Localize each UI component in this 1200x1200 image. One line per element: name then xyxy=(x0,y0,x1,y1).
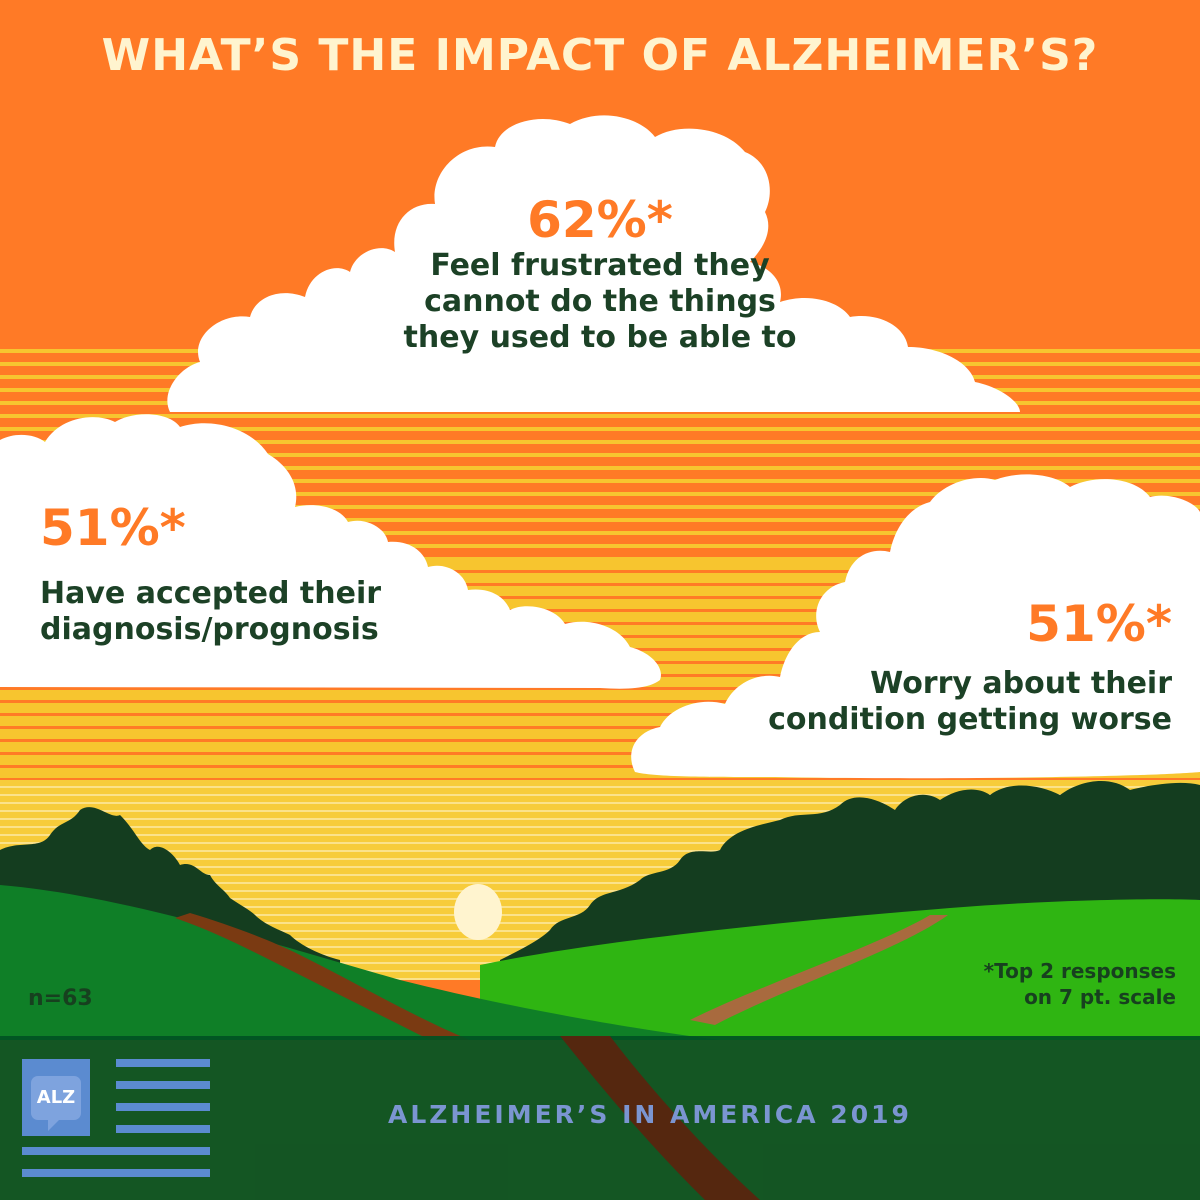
flag-stripe xyxy=(116,1081,210,1089)
alz-logo: ALZ xyxy=(22,1059,210,1179)
footer-title: ALZHEIMER’S IN AMERICA 2019 xyxy=(388,1100,912,1129)
stat-description-line: Feel frustrated they xyxy=(430,248,770,283)
path-left xyxy=(175,913,470,1040)
flag-stripe xyxy=(22,1147,210,1155)
path-right xyxy=(690,915,948,1025)
flag-stripe xyxy=(116,1103,210,1111)
flag-stripe xyxy=(116,1059,210,1067)
cloud-top xyxy=(160,112,1030,422)
speech-bubble-tail xyxy=(48,1119,60,1131)
cloud-left xyxy=(0,412,670,697)
page-title: WHAT’S THE IMPACT OF ALZHEIMER’S? xyxy=(101,30,1099,81)
stat-percent: 51%* xyxy=(1026,595,1172,653)
stat-description-line: condition getting worse xyxy=(768,702,1172,737)
stat-description-line: Worry about their xyxy=(870,666,1172,701)
footer-path-overlay xyxy=(560,1036,760,1200)
sample-size-label: n=63 xyxy=(28,986,93,1011)
landscape-illustration xyxy=(0,780,1200,1040)
stat-description-line: diagnosis/prognosis xyxy=(40,612,379,647)
stat-accepted: 51%* Have accepted their diagnosis/progn… xyxy=(40,500,540,648)
stat-description-line: Have accepted their xyxy=(40,576,382,611)
speech-bubble-icon: ALZ xyxy=(31,1076,81,1120)
stat-percent: 62%* xyxy=(527,191,673,249)
stat-percent: 51%* xyxy=(40,499,186,557)
hill-right xyxy=(480,899,1200,1040)
sun-icon xyxy=(454,884,502,940)
flag-stripe xyxy=(116,1125,210,1133)
footnote-line: on 7 pt. scale xyxy=(1024,985,1176,1009)
footnote-line: *Top 2 responses xyxy=(983,959,1176,983)
cloud-right xyxy=(625,472,1200,784)
footnote: *Top 2 responses on 7 pt. scale xyxy=(984,958,1176,1010)
flag-stripe xyxy=(22,1169,210,1177)
stat-description-line: cannot do the things xyxy=(424,284,776,319)
stat-worry: 51%* Worry about their condition getting… xyxy=(640,596,1172,738)
logo-box: ALZ xyxy=(22,1059,90,1136)
hill-left xyxy=(0,885,720,1040)
stat-frustrated: 62%* Feel frustrated they cannot do the … xyxy=(340,192,860,356)
stat-description-line: they used to be able to xyxy=(403,320,797,355)
